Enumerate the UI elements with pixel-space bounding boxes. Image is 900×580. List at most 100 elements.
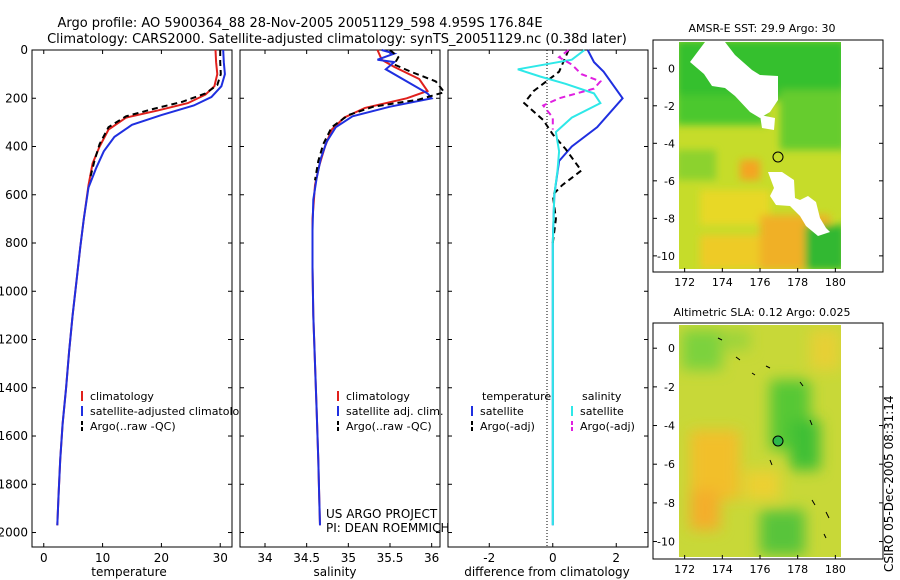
salinity-plot-frame <box>239 49 441 548</box>
sla-field <box>679 325 841 557</box>
credit-line1: US ARGO PROJECT <box>326 507 438 521</box>
difference-plot-frame <box>447 49 649 548</box>
sst_map-ytick-label: -10 <box>657 250 675 263</box>
difference-series <box>517 49 624 526</box>
depth-tick-label: 1400 <box>0 381 28 395</box>
difference-xtick-label: 2 <box>612 551 620 565</box>
credit-line2: PI: DEAN ROEMMICH <box>326 521 449 535</box>
legend-label: climatology <box>346 390 410 403</box>
sla_map-ytick-label: -2 <box>664 381 675 394</box>
temperature-legend: climatology satellite-adjusted climatolog… <box>81 390 253 433</box>
depth-tick-label: 1000 <box>0 284 28 298</box>
salinity-xtick-label: 34.5 <box>293 551 320 565</box>
salinity-xtick-label: 34 <box>257 551 272 565</box>
depth-tick-label: 400 <box>5 140 28 154</box>
sst_map-ytick-label: -8 <box>664 212 675 225</box>
sla-map-panel: Altimetric SLA: 0.12 Argo: 0.025 172 174 1… <box>652 306 884 576</box>
sla-coastline <box>717 337 830 539</box>
difference-series-salinity-satellite <box>517 49 602 526</box>
salinity-xlabel: salinity <box>313 565 356 579</box>
difference-xtick-label: 0 <box>549 551 557 565</box>
legend-header: temperature <box>482 390 551 403</box>
sla_map-ytick-label: -8 <box>664 497 675 510</box>
legend-label: climatology <box>90 390 154 403</box>
salinity-series-satellite-adj-clim <box>311 49 434 526</box>
depth-tick-label: 600 <box>5 188 28 202</box>
sla_map-ytick-label: 0 <box>668 342 675 355</box>
sla_map-ytick-label: -6 <box>664 458 675 471</box>
depth-tick-label: 1800 <box>0 477 28 491</box>
salinity-xtick-label: 35 <box>341 551 356 565</box>
legend-label: Argo(-adj) <box>480 420 535 433</box>
sst_map-xtick-label: 174 <box>712 276 733 289</box>
temperature-xlabel: temperature <box>91 565 166 579</box>
salinity-xtick-label: 35.5 <box>377 551 404 565</box>
temperature-xtick-label: 30 <box>213 551 228 565</box>
temperature-plot-frame <box>31 49 233 548</box>
salinity-legend: climatology satellite adj. clim. Argo(..ra… <box>337 390 443 433</box>
difference-xtick-label: -2 <box>483 551 495 565</box>
depth-tick-label: 0 <box>20 43 28 57</box>
sst_map-xtick-label: 178 <box>787 276 808 289</box>
side-timestamp-label: CSIRO 05-Dec-2005 08:31:14 <box>882 395 896 572</box>
difference-axis-ticks: -2 0 2 <box>448 49 648 565</box>
sla_map-xtick-label: 180 <box>825 563 846 576</box>
salinity-panel: 34 34.5 35 35.5 36 salinity climatology satel… <box>239 49 449 579</box>
temperature-xtick-label: 20 <box>154 551 169 565</box>
sst-map-panel: AMSR-E SST: 29.9 Argo: 30 172 174 176 178 18… <box>652 22 884 289</box>
sst-cloud-mask-north <box>690 42 778 118</box>
legend-label: satellite <box>480 405 524 418</box>
difference-legend: temperature salinity satellite Argo(-adj) sa… <box>471 390 635 433</box>
difference-panel: -2 0 2 difference from climatology tempera… <box>447 49 649 579</box>
sla_map-xtick-label: 176 <box>750 563 771 576</box>
salinity-xtick-label: 36 <box>424 551 439 565</box>
difference-xlabel: difference from climatology <box>464 565 630 579</box>
temperature-series-satellite-adjusted-climatology <box>56 49 226 526</box>
temperature-xtick-label: 0 <box>40 551 48 565</box>
sst_map-ytick-label: -4 <box>664 137 675 150</box>
legend-label: Argo(..raw -QC) <box>90 420 176 433</box>
sst-map-title: AMSR-E SST: 29.9 Argo: 30 <box>688 22 835 35</box>
sla-argo-marker <box>772 435 784 447</box>
sla_map-ytick-label: -4 <box>664 420 675 433</box>
sst-argo-marker <box>772 151 784 163</box>
sst-cloud-mask-edge <box>760 115 775 130</box>
sla_map-xtick-label: 178 <box>787 563 808 576</box>
depth-tick-label: 1600 <box>0 429 28 443</box>
sst-cloud-mask-south <box>768 172 830 236</box>
figure-title-line1: Argo profile: AO 5900364_88 28-Nov-2005 … <box>57 16 542 31</box>
salinity-series <box>311 49 446 526</box>
sst-map-axis-ticks: 172 174 176 178 180 0 -2 -4 -6 -8 -10 <box>653 62 883 289</box>
depth-tick-label: 800 <box>5 236 28 250</box>
legend-label: Argo(-adj) <box>580 420 635 433</box>
legend-label: satellite <box>580 405 624 418</box>
sst_map-xtick-label: 176 <box>750 276 771 289</box>
temperature-panel: 0 10 20 30 0 200 400 600 800 1000 1200 1400 1600 1800… <box>0 43 253 579</box>
depth-tick-label: 200 <box>5 91 28 105</box>
sla_map-xtick-label: 172 <box>674 563 695 576</box>
sla-map-axis-ticks: 172 174 176 178 180 0 -2 -4 -6 -8 -10 <box>653 342 883 576</box>
legend-label: Argo(..raw -QC) <box>346 420 432 433</box>
depth-tick-label: 2000 <box>0 526 28 540</box>
salinity-series-argo-raw-qc <box>314 49 446 181</box>
legend-header: salinity <box>582 390 622 403</box>
sst_map-xtick-label: 172 <box>674 276 695 289</box>
salinity-axis-ticks: 34 34.5 35 35.5 36 <box>240 49 440 565</box>
temperature-series <box>56 49 226 526</box>
temperature-series-argo-raw-qc <box>88 50 222 181</box>
sst_map-ytick-label: -2 <box>664 100 675 113</box>
temperature-xtick-label: 10 <box>95 551 110 565</box>
sst_map-ytick-label: -6 <box>664 175 675 188</box>
difference-series-salinity-argo-adj <box>541 49 603 130</box>
sst_map-ytick-label: 0 <box>668 62 675 75</box>
temperature-axis-ticks: 0 10 20 30 0 200 400 600 800 1000 1200 1400 1600 1800… <box>0 43 232 565</box>
depth-tick-label: 1200 <box>0 333 28 347</box>
sla-map-title: Altimetric SLA: 0.12 Argo: 0.025 <box>673 306 850 319</box>
legend-label: satellite-adjusted climatology <box>90 405 253 418</box>
sst-field <box>679 42 841 269</box>
sst_map-xtick-label: 180 <box>825 276 846 289</box>
sla_map-ytick-label: -10 <box>657 536 675 549</box>
figure-title-line2: Climatology: CARS2000. Satellite-adjuste… <box>47 32 627 47</box>
sla_map-xtick-label: 174 <box>712 563 733 576</box>
